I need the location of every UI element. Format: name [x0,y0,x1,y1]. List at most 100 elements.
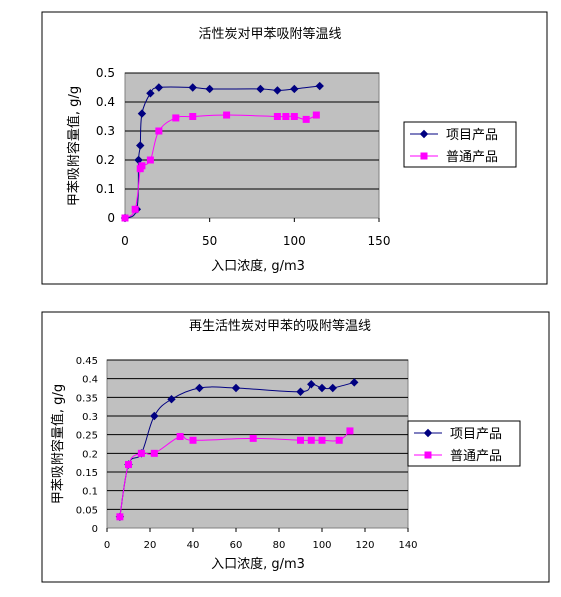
data-point [312,111,320,119]
y-tick-label: 0 [107,211,115,225]
data-point [116,513,124,521]
data-point [205,84,214,94]
legend-marker [423,428,433,438]
chart-1-title: 活性炭对甲苯吸附等温线 [198,26,341,42]
data-point [150,411,159,421]
y-tick-label: 0.35 [76,393,98,404]
legend-marker [419,129,429,139]
data-point [335,436,343,444]
y-tick-label: 0.5 [96,66,115,80]
x-tick-label: 80 [273,540,286,551]
data-point [318,436,326,444]
data-point [188,83,197,92]
data-point [256,84,265,94]
data-point [189,113,197,120]
legend-marker [420,152,428,160]
legend-label: 项目产品 [446,128,498,143]
data-point [273,86,282,95]
data-point [136,141,145,150]
data-point [290,84,299,94]
chart-1-xlabel: 入口浓度, g/m3 [211,258,305,274]
chart-2-xlabel: 入口浓度, g/m3 [211,556,305,572]
data-point [231,383,241,393]
chart-2: 再生活性炭对甲苯的吸附等温线 0 0.05 0.1 0.15 0.2 0.25 0.3 0.3… [41,311,550,583]
data-point [146,89,155,98]
data-point [290,113,298,120]
data-point [150,449,158,457]
x-tick-label: 100 [312,540,331,551]
x-tick-label: 0 [104,540,110,551]
chart-2-x-ticks: 0 20 40 60 80 100 120 140 [104,528,418,551]
x-tick-label: 20 [144,540,157,551]
x-tick-label: 40 [187,540,200,551]
data-point [328,383,337,393]
data-point [137,449,145,457]
legend-marker [424,451,432,459]
legend-label: 普通产品 [450,449,502,464]
data-point [249,434,257,442]
y-tick-label: 0.3 [96,124,115,138]
y-tick-label: 0.05 [76,505,98,516]
x-tick-label: 120 [355,540,374,551]
data-point [172,114,180,122]
data-point [131,205,139,213]
y-tick-label: 0.4 [82,375,98,386]
chart-2-plot-area [106,359,409,529]
data-point [302,115,310,123]
data-point [273,113,281,120]
chart-1-y-ticks: 0 0.1 0.2 0.3 0.4 0.5 [96,66,115,225]
data-point [155,127,163,135]
x-tick-label: 50 [202,234,217,248]
data-point [146,156,154,164]
data-point [307,380,316,389]
data-point [125,461,132,469]
y-tick-label: 0.1 [82,487,98,498]
chart-1-x-ticks: 0 50 100 150 [121,218,390,248]
data-point [223,111,231,119]
data-point [315,81,324,91]
data-point [317,383,327,393]
data-point [346,427,354,435]
data-point [121,214,129,222]
data-point [167,394,176,404]
chart-1-gridlines [125,72,379,190]
y-tick-label: 0.2 [82,449,98,460]
x-tick-label: 100 [283,234,306,248]
data-point [282,113,290,120]
data-point [154,83,164,92]
chart-1-plot-area [124,72,380,219]
data-point [297,436,304,444]
chart-2-title: 再生活性炭对甲苯的吸附等温线 [189,318,371,334]
y-tick-label: 0.1 [96,182,115,196]
legend-label: 项目产品 [450,427,502,442]
data-point [189,436,197,444]
chart-2-ylabel: 甲苯吸附容量值, g/g [50,384,66,504]
data-point [307,436,315,444]
y-tick-label: 0.3 [82,412,98,423]
x-tick-label: 150 [368,234,391,248]
chart-1: 活性炭对甲苯吸附等温线 0 0.1 0.2 0.3 0.4 0.5 0 50 100 150 甲… [41,11,548,285]
y-tick-label: 0 [92,524,98,535]
y-tick-label: 0.2 [96,153,115,167]
chart-2-series [115,378,359,522]
x-tick-label: 140 [398,540,417,551]
chart-2-y-ticks: 0 0.05 0.1 0.15 0.2 0.25 0.3 0.35 0.4 0.45 [76,356,98,535]
y-tick-label: 0.4 [96,95,115,109]
x-tick-label: 60 [230,540,243,551]
data-point [296,387,305,396]
legend-label: 普通产品 [446,150,498,165]
data-point [195,383,204,393]
chart-1-ylabel: 甲苯吸附容量值, g/g [66,86,82,206]
data-point [350,378,359,387]
data-point [138,162,146,170]
chart-1-series [120,81,324,223]
y-tick-label: 0.15 [76,468,98,479]
x-tick-label: 0 [121,234,129,248]
y-tick-label: 0.45 [76,356,98,367]
y-tick-label: 0.25 [76,431,98,442]
data-point [176,433,184,441]
data-point [137,109,147,118]
